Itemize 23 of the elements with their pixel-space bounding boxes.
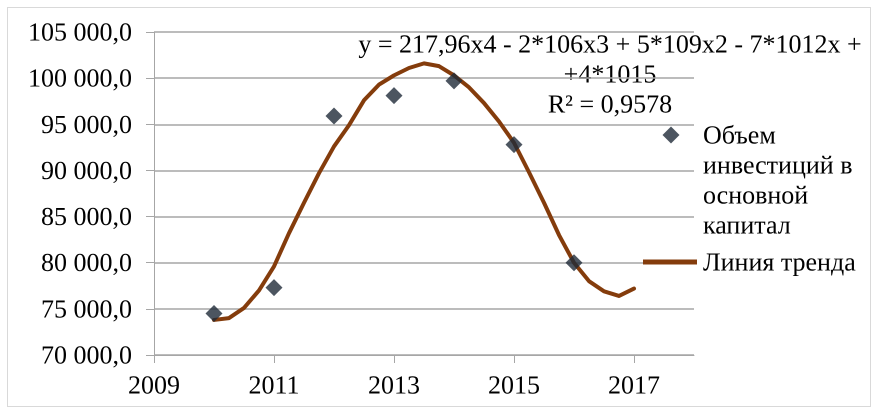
- y-tick-label: 100 000,0: [28, 64, 132, 93]
- x-tick-label: 2015: [488, 370, 540, 400]
- point: [206, 304, 222, 322]
- x-tick-label: 2017: [608, 370, 660, 400]
- y-tick-label: 95 000,0: [41, 110, 132, 139]
- y-tick-label: 70 000,0: [41, 340, 132, 370]
- point: [386, 87, 402, 104]
- point: [566, 254, 582, 272]
- point: [266, 279, 282, 296]
- x-tick-label: 2013: [368, 370, 420, 400]
- y-tick-label: 90 000,0: [41, 156, 132, 185]
- legend-label: Объем инвестиций в основной капитал: [703, 120, 852, 240]
- x-tick-label: 2009: [128, 370, 180, 400]
- point: [506, 136, 522, 154]
- x-tick-label: 2011: [248, 370, 300, 400]
- point: [446, 72, 462, 90]
- y-tick-label: 75 000,0: [41, 294, 132, 324]
- legend-label: Линия тренда: [703, 248, 856, 276]
- y-tick-label: 85 000,0: [41, 202, 132, 232]
- y-tick-label: 80 000,0: [41, 248, 132, 278]
- y-tick-label: 105 000,0: [28, 18, 132, 46]
- annotation: R² = 0,9578: [548, 90, 672, 118]
- point: [326, 107, 342, 124]
